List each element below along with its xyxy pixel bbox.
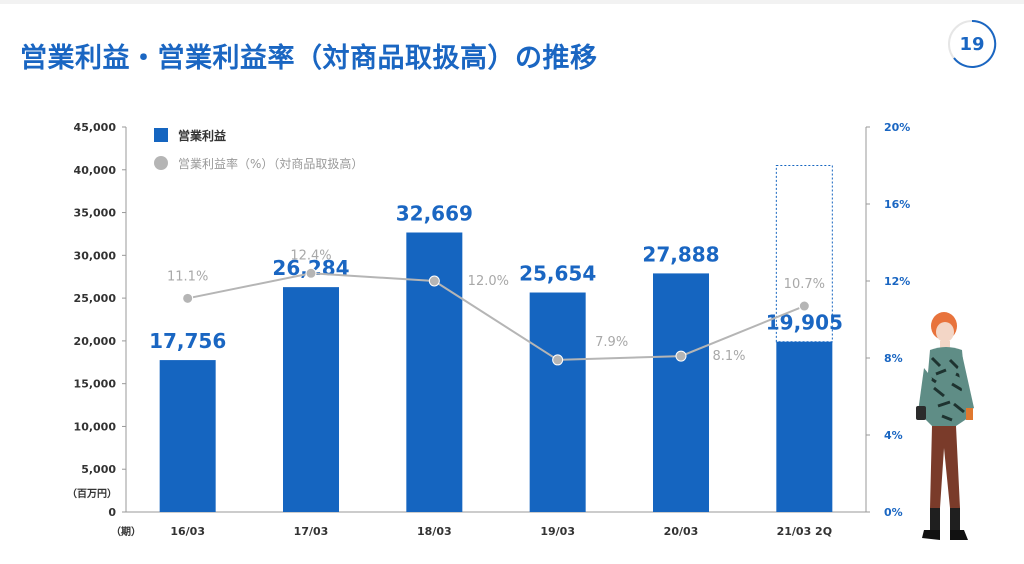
margin-line xyxy=(187,272,805,361)
bar-1803 xyxy=(406,232,463,513)
margin-value-label: 7.9% xyxy=(595,335,628,350)
legend-line-label: 営業利益率（%）（対商品取扱高） xyxy=(178,156,363,171)
left-tick-label: 10,000 xyxy=(74,420,117,433)
margin-value-label: 8.1% xyxy=(712,349,745,364)
margin-value-label: 12.0% xyxy=(468,274,509,289)
margin-point xyxy=(182,292,194,304)
bar-21032Q xyxy=(776,341,833,512)
bar-value-label: 27,888 xyxy=(642,242,719,266)
model-illustration xyxy=(916,312,974,540)
x-tick-label: 18/03 xyxy=(417,525,452,538)
bar-2003 xyxy=(653,273,709,512)
bar-value-label: 32,669 xyxy=(396,201,473,225)
bar-1703 xyxy=(283,287,339,512)
margin-value-label: 10.7% xyxy=(784,277,825,292)
left-tick-label: 20,000 xyxy=(74,335,117,348)
right-tick-label: 20% xyxy=(884,121,910,134)
margin-value-label: 11.1% xyxy=(167,269,208,284)
left-tick-label: 0 xyxy=(108,506,116,519)
bar-value-label: 19,905 xyxy=(766,311,843,335)
right-tick-label: 8% xyxy=(884,352,903,365)
margin-point xyxy=(675,350,687,362)
right-tick-label: 12% xyxy=(884,275,910,288)
x-tick-label: 16/03 xyxy=(170,525,205,538)
margin-point xyxy=(428,275,440,287)
right-tick-label: 0% xyxy=(884,506,903,519)
legend-bar-swatch xyxy=(154,128,168,142)
left-axis-unit: （百万円） xyxy=(67,487,117,500)
bar-value-label: 25,654 xyxy=(519,262,596,286)
x-tick-label: 19/03 xyxy=(540,525,575,538)
left-tick-label: 25,000 xyxy=(74,292,117,305)
x-axis-unit: （期） xyxy=(111,525,141,538)
x-tick-label: 17/03 xyxy=(294,525,329,538)
legend-line-swatch xyxy=(154,156,168,170)
margin-point xyxy=(798,300,810,312)
left-tick-label: 35,000 xyxy=(74,207,117,220)
top-bar xyxy=(0,0,1024,4)
bar-1603 xyxy=(159,360,216,512)
left-tick-label: 30,000 xyxy=(74,249,117,262)
page-number: 19 xyxy=(959,34,985,55)
margin-value-label: 12.4% xyxy=(290,248,331,263)
right-tick-label: 16% xyxy=(884,198,910,211)
x-tick-label: 20/03 xyxy=(664,525,699,538)
margin-point xyxy=(552,354,564,366)
x-tick-label: 21/03 2Q xyxy=(777,525,832,538)
page-title: 営業利益・営業利益率（対商品取扱高）の推移 xyxy=(20,43,598,74)
projection-outline xyxy=(775,165,833,343)
left-tick-label: 5,000 xyxy=(81,463,116,476)
right-tick-label: 4% xyxy=(884,429,903,442)
margin-point xyxy=(305,267,317,279)
legend-bar-label: 営業利益 xyxy=(178,128,226,143)
left-tick-label: 15,000 xyxy=(74,378,117,391)
left-tick-label: 45,000 xyxy=(74,121,117,134)
page-badge-ring xyxy=(948,19,997,68)
left-tick-label: 40,000 xyxy=(74,164,117,177)
bar-1903 xyxy=(529,292,586,512)
bar-value-label: 17,756 xyxy=(149,329,226,353)
